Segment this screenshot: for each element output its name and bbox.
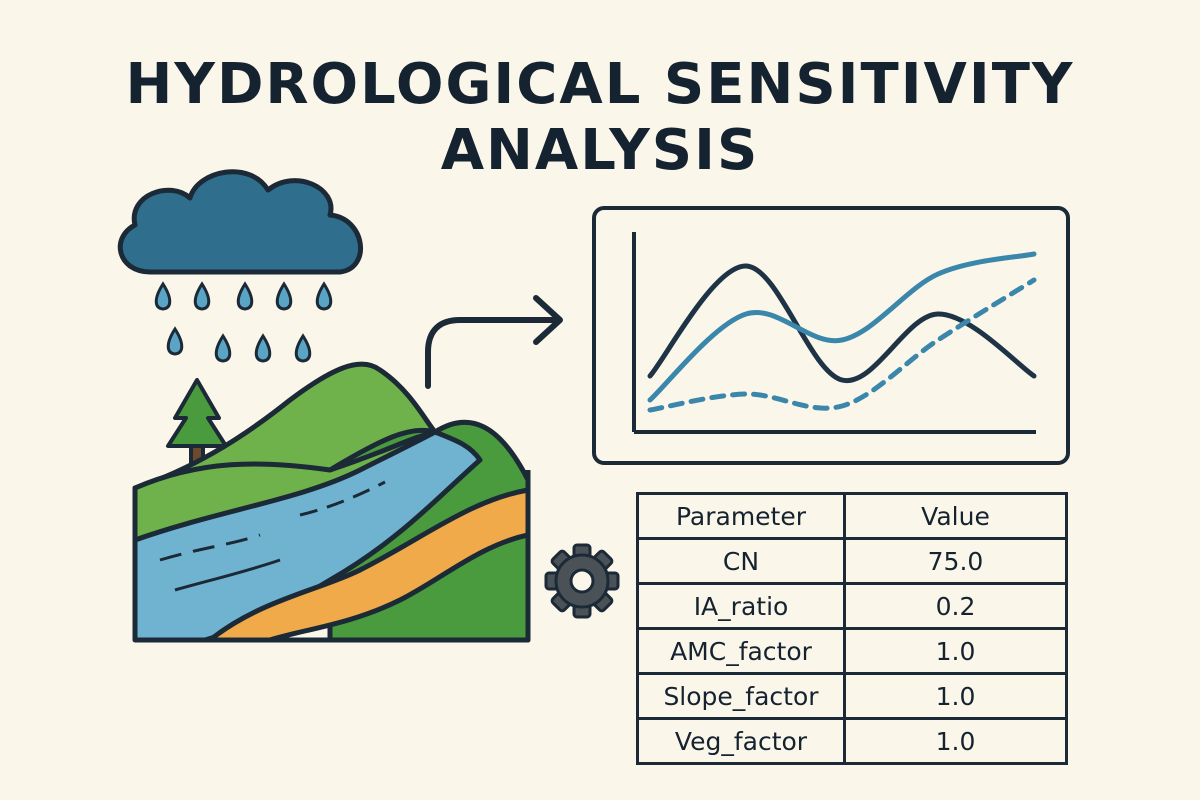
raindrop-icon xyxy=(236,281,254,311)
raindrop-icon xyxy=(214,333,232,363)
param-value: 1.0 xyxy=(843,717,1068,765)
arrow-icon xyxy=(425,295,563,389)
param-name: Veg_factor xyxy=(636,717,846,765)
parameter-table: Parameter Value CN 75.0 IA_ratio 0.2 AMC… xyxy=(636,492,1068,765)
chart-panel xyxy=(592,206,1070,465)
raindrop-icon xyxy=(275,281,293,311)
raindrop-icon xyxy=(154,281,172,311)
table-row: IA_ratio 0.2 xyxy=(636,582,1068,630)
param-value: 75.0 xyxy=(843,537,1068,585)
table-header-row: Parameter Value xyxy=(636,492,1068,540)
param-name: AMC_factor xyxy=(636,627,846,675)
raindrop-icon xyxy=(294,333,312,363)
table-row: AMC_factor 1.0 xyxy=(636,627,1068,675)
table-row: Slope_factor 1.0 xyxy=(636,672,1068,720)
header-parameter: Parameter xyxy=(636,492,846,540)
raindrop-icon xyxy=(315,281,333,311)
series-line-2 xyxy=(647,251,1037,403)
raindrop-icon xyxy=(166,326,184,356)
page-title: HYDROLOGICAL SENSITIVITY ANALYSIS xyxy=(0,52,1200,184)
raindrop-icon xyxy=(193,281,211,311)
param-name: IA_ratio xyxy=(636,582,846,630)
param-value: 0.2 xyxy=(843,582,1068,630)
cloud-icon xyxy=(117,169,363,275)
param-name: CN xyxy=(636,537,846,585)
gear-icon xyxy=(544,543,620,619)
rain-drops xyxy=(154,281,333,363)
landscape-icon xyxy=(132,361,531,643)
title-line-1: HYDROLOGICAL SENSITIVITY xyxy=(125,52,1075,117)
title-line-2: ANALYSIS xyxy=(440,118,760,183)
param-value: 1.0 xyxy=(843,627,1068,675)
param-name: Slope_factor xyxy=(636,672,846,720)
table-row: Veg_factor 1.0 xyxy=(636,717,1068,765)
param-value: 1.0 xyxy=(843,672,1068,720)
raindrop-icon xyxy=(254,333,272,363)
header-value: Value xyxy=(843,492,1068,540)
series-line-3 xyxy=(647,277,1037,413)
table-row: CN 75.0 xyxy=(636,537,1068,585)
